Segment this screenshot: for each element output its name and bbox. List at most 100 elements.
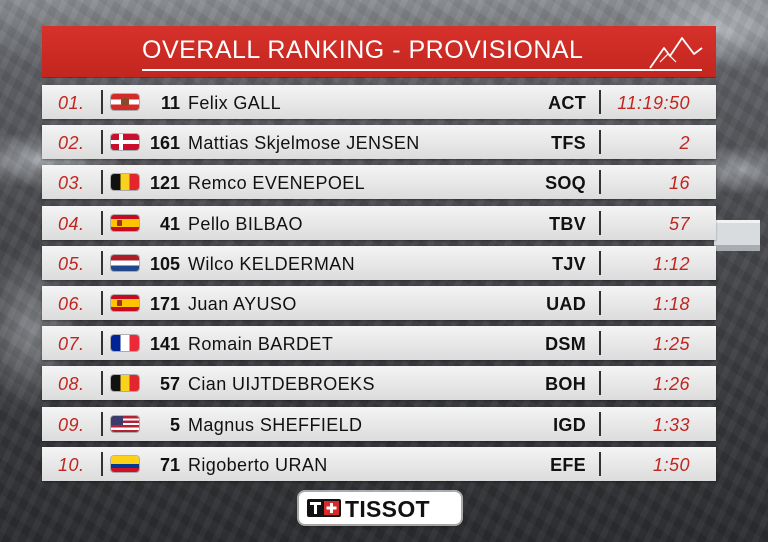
rider-name: Felix GALL	[188, 93, 282, 113]
time-gap: 1:50	[652, 454, 690, 475]
rank-position: 02.	[58, 133, 85, 154]
sponsor-name: TISSOT	[345, 496, 430, 522]
divider	[101, 290, 103, 315]
rank-position: 10.	[58, 454, 85, 475]
divider	[101, 210, 103, 235]
ranking-row: 09. 5 Magnus SHEFFIELD IGD 1:33	[42, 406, 716, 441]
ranking-row: 04. 41 Pello BILBAO TBV 57	[42, 205, 716, 240]
time-gap: 1:18	[652, 293, 690, 314]
bib-number: 121	[149, 173, 180, 194]
bib-number: 171	[149, 293, 180, 314]
flag-usa-icon	[111, 415, 139, 432]
rank-position: 03.	[58, 173, 85, 194]
flag-col-icon	[111, 455, 139, 472]
divider	[599, 290, 601, 315]
tissot-cross-icon	[307, 499, 341, 517]
rider-name: Rigoberto URAN	[188, 454, 328, 475]
team-code: DSM	[545, 334, 586, 355]
divider	[599, 170, 601, 195]
rank-position: 09.	[58, 414, 85, 435]
bib-number: 57	[159, 374, 180, 395]
flag-bel-icon	[111, 375, 139, 392]
flag-esp-icon	[111, 214, 139, 231]
team-code: EFE	[550, 454, 586, 475]
rank-position: 07.	[58, 334, 85, 355]
rider-name: Magnus SHEFFIELD	[188, 414, 363, 435]
time-gap: 1:12	[652, 253, 690, 274]
time-gap: 2	[679, 133, 690, 154]
team-code: UAD	[546, 293, 586, 314]
flag-aut-icon	[111, 94, 139, 110]
bib-number: 71	[159, 454, 180, 475]
rank-position: 05.	[58, 253, 85, 274]
rider-name: Pello BILBAO	[188, 213, 303, 234]
divider	[599, 130, 601, 155]
title-bar: OVERALL RANKING - PROVISIONAL	[42, 26, 716, 77]
time-gap: 11:19:50	[617, 93, 690, 113]
bib-number: 105	[149, 253, 180, 274]
title-underline	[142, 69, 702, 71]
divider	[101, 411, 103, 436]
team-code: TJV	[552, 253, 586, 274]
ranking-row: 03. 121 Remco EVENEPOEL SOQ 16	[42, 165, 716, 200]
team-code: ACT	[548, 93, 586, 113]
team-code: TFS	[551, 133, 586, 154]
flag-bel-icon	[111, 174, 139, 191]
rank-position: 04.	[58, 213, 85, 234]
bib-number: 161	[149, 133, 180, 154]
rider-name: Juan AYUSO	[188, 293, 297, 314]
divider	[599, 250, 601, 275]
page-title: OVERALL RANKING - PROVISIONAL	[142, 36, 584, 64]
time-gap: 1:26	[652, 374, 690, 395]
ranking-row: 05. 105 Wilco KELDERMAN TJV 1:12	[42, 245, 716, 280]
time-gap: 1:33	[652, 414, 690, 435]
flag-den-icon	[111, 134, 139, 151]
team-code: TBV	[549, 213, 586, 234]
rank-position: 01.	[58, 93, 85, 113]
ranking-row: 08. 57 Cian UIJTDEBROEKS BOH 1:26	[42, 366, 716, 401]
rider-name: Romain BARDET	[188, 334, 334, 355]
rider-name: Remco EVENEPOEL	[188, 173, 366, 194]
bib-number: 141	[149, 334, 180, 355]
mountain-building	[714, 220, 760, 251]
divider	[599, 90, 601, 114]
mountain-icon	[649, 36, 703, 69]
rank-position: 08.	[58, 374, 85, 395]
sponsor-logo: TISSOT	[299, 492, 461, 524]
bib-number: 5	[169, 414, 180, 435]
team-code: IGD	[553, 414, 586, 435]
divider	[599, 371, 601, 396]
ranking-row: 02. 161 Mattias Skjelmose JENSEN TFS 2	[42, 125, 716, 160]
divider	[101, 90, 103, 114]
divider	[101, 170, 103, 195]
divider	[101, 451, 103, 476]
ranking-row: 06. 171 Juan AYUSO UAD 1:18	[42, 285, 716, 320]
divider	[101, 250, 103, 275]
time-gap: 1:25	[652, 334, 690, 355]
rider-name: Wilco KELDERMAN	[188, 253, 356, 274]
ranking-row: 10. 71 Rigoberto URAN EFE 1:50	[42, 446, 716, 481]
divider	[101, 130, 103, 155]
team-code: BOH	[545, 374, 586, 395]
time-gap: 16	[668, 173, 690, 194]
divider	[101, 371, 103, 396]
bib-number: 41	[159, 213, 180, 234]
bib-number: 11	[160, 93, 180, 113]
flag-fra-icon	[111, 335, 139, 352]
divider	[599, 210, 601, 235]
rider-name: Cian UIJTDEBROEKS	[188, 374, 375, 395]
ranking-row: 01. 11 Felix GALL ACT 11:19:50	[42, 85, 716, 119]
divider	[599, 331, 601, 356]
time-gap: 57	[668, 213, 690, 234]
flag-ned-icon	[111, 254, 139, 271]
ranking-row: 07. 141 Romain BARDET DSM 1:25	[42, 326, 716, 361]
ranking-board: OVERALL RANKING - PROVISIONAL 01. 11 Felix…	[42, 26, 716, 487]
divider	[599, 451, 601, 476]
team-code: SOQ	[545, 173, 586, 194]
rider-name: Mattias Skjelmose JENSEN	[188, 133, 420, 154]
divider	[599, 411, 601, 436]
rank-position: 06.	[58, 293, 85, 314]
flag-esp-icon	[111, 294, 139, 311]
ranking-list: 01. 11 Felix GALL ACT 11:19:50 02. 161 Mattias …	[42, 85, 716, 481]
